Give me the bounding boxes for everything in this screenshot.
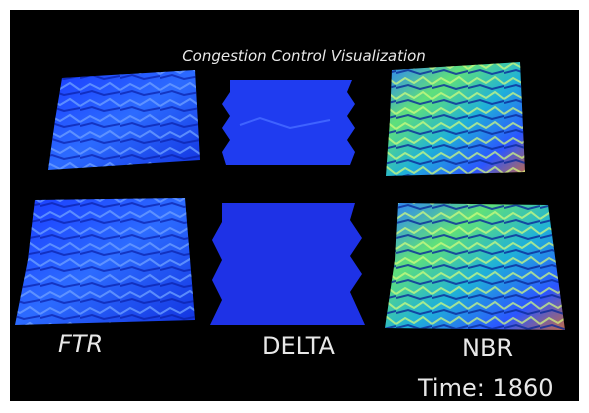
page: Congestion Control Visualization FTR DEL… bbox=[0, 0, 589, 413]
surface-delta-bottom bbox=[210, 203, 365, 325]
title: Congestion Control Visualization bbox=[182, 47, 426, 65]
screenshot: Congestion Control Visualization FTR DEL… bbox=[0, 0, 589, 413]
panel-label: DELTA bbox=[262, 332, 336, 360]
surface-ftr-bottom bbox=[15, 198, 195, 325]
time-label: Time: 1860 bbox=[417, 374, 554, 402]
panel-label: FTR bbox=[58, 330, 103, 358]
surface-nbr-top bbox=[386, 62, 525, 176]
surface-delta-top bbox=[222, 80, 355, 165]
panel-label: NBR bbox=[462, 334, 513, 362]
surface-ftr-top bbox=[48, 70, 200, 170]
surface-nbr-bottom bbox=[385, 203, 565, 330]
